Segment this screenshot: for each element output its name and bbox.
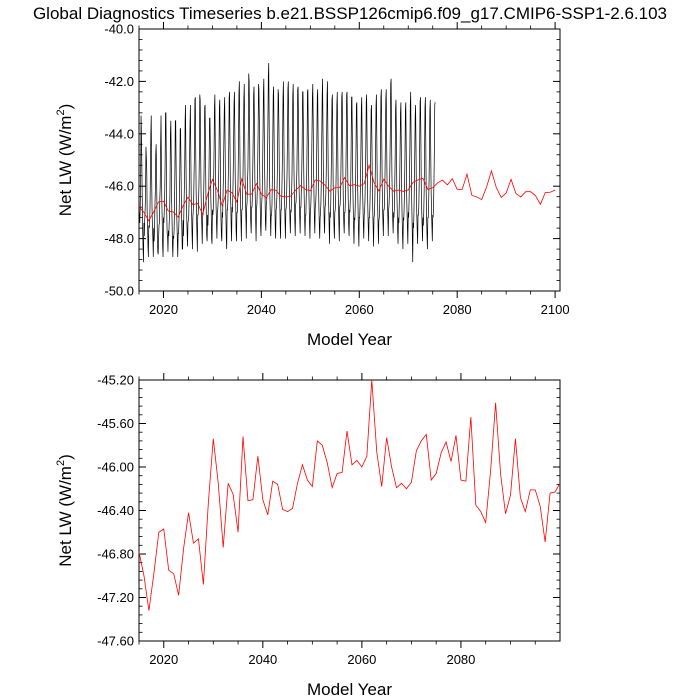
top-x-axis-label: Model Year [307,330,392,349]
bottom-y-axis-label: Net LW (W/m2) [55,454,75,567]
top-y-tick-label: -50.0 [104,284,134,299]
bottom-y-tick-label: -47.20 [97,590,134,605]
top-y-tick-label: -48.0 [104,231,134,246]
bottom-y-tick-label: -46.80 [97,547,134,562]
top-y-axis-label-close: ) [56,104,75,110]
bottom-annual-mean-series-line [138,379,561,611]
bottom-y-tick-label: -46.40 [97,503,134,518]
top-plot-frame [138,28,561,292]
top-x-tick-label: 2100 [541,302,570,317]
bottom-y-axis-label-superscript: 2 [55,460,67,466]
top-y-tick-label: -40.0 [104,22,134,37]
bottom-x-axis-label: Model Year [307,680,392,699]
top-monthly-series-line [138,63,436,263]
bottom-y-axis-label-close: ) [56,454,75,460]
bottom-x-tick-label: 2020 [149,652,178,667]
top-annual-mean-series-line [138,163,556,222]
top-tick-marks [138,22,560,298]
top-x-tick-label: 2020 [149,302,178,317]
top-y-tick-label: -46.0 [104,179,134,194]
top-y-tick-labels: -40.0 -42.0 -44.0 -46.0 -48.0 -50.0 [104,22,134,299]
top-x-tick-label: 2080 [443,302,472,317]
figure-title: Global Diagnostics Timeseries b.e21.BSSP… [33,4,667,23]
bottom-y-axis-label-main: Net LW (W/m [56,466,75,567]
top-x-tick-labels: 2020 2040 2060 2080 2100 [149,302,570,317]
top-x-tick-label: 2060 [345,302,374,317]
top-y-axis-label: Net LW (W/m2) [55,104,75,217]
bottom-tick-marks [138,373,560,648]
bottom-x-tick-label: 2040 [248,652,277,667]
bottom-panel: -45.20 -45.60 -46.00 -46.40 -46.80 -47.20 -47.… [55,373,561,699]
top-y-tick-label: -42.0 [104,74,134,89]
top-y-axis-label-superscript: 2 [55,109,67,115]
bottom-x-tick-labels: 2020 2040 2060 2080 [149,652,475,667]
bottom-y-tick-label: -45.20 [97,373,134,388]
top-panel: -40.0-42.0-44.0-46.0-48.0-50.0 2020 2040 2… [55,22,570,350]
bottom-x-tick-label: 2080 [446,652,475,667]
top-x-tick-label: 2040 [247,302,276,317]
top-y-tick-label: -44.0 [104,126,134,141]
bottom-y-tick-labels: -45.20 -45.60 -46.00 -46.40 -46.80 -47.20 -47.… [97,373,134,649]
top-y-axis-label-main: Net LW (W/m [56,116,75,217]
bottom-y-tick-label: -47.60 [97,634,134,649]
bottom-y-tick-label: -45.60 [97,416,134,431]
bottom-x-tick-label: 2060 [347,652,376,667]
bottom-y-tick-label: -46.00 [97,460,134,475]
